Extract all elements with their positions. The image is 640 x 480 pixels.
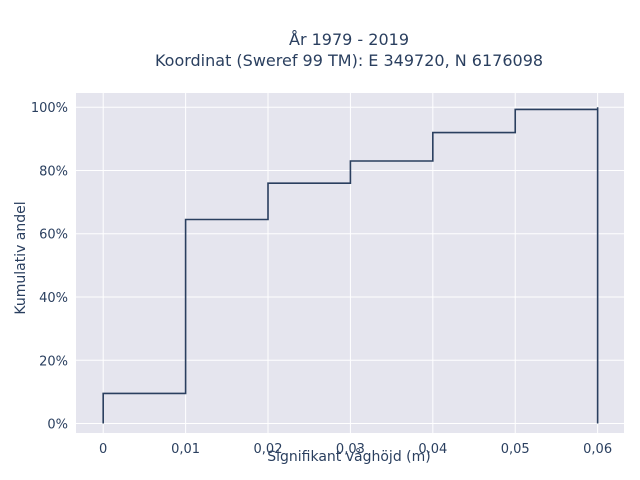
tick-labels: 0 0,01 0,02 0,03 0,04 0,05 0,06 0% 20% 40% 60% 80% 1… [31,101,612,457]
x-axis-label: Signifikant våghöjd (m) [267,448,430,465]
series [102,107,599,424]
chart-title-line-2: Koordinat (Sweref 99 TM): E 349720, N 61… [155,51,543,70]
y-tick-label-4: 80% [39,164,68,179]
x-tick-label-1: 0,01 [171,442,200,457]
y-tick-label-0: 0% [47,418,68,433]
y-tick-label-5: 100% [31,101,68,116]
cumulative-step-line [102,107,599,424]
chart-title-line-1: År 1979 - 2019 [289,30,409,49]
x-tick-label-6: 0,06 [583,442,612,457]
x-tick-label-0: 0 [99,442,107,457]
x-tick-label-5: 0,05 [501,442,530,457]
x-tick-label-2: 0,02 [254,442,283,457]
x-tick-label-3: 0,03 [336,442,365,457]
y-tick-label-3: 60% [39,228,68,243]
y-tick-label-1: 20% [39,354,68,369]
y-tick-label-2: 40% [39,291,68,306]
x-tick-label-4: 0,04 [418,442,447,457]
y-axis-label: Kumulativ andel [13,201,29,314]
